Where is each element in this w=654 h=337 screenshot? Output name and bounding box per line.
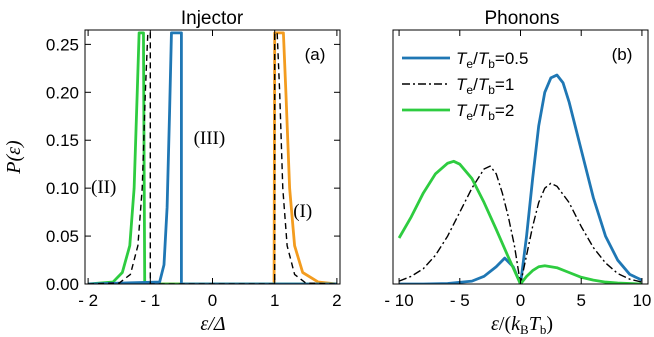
panel-b-axes: - 10 - 5 0 5 10	[384, 30, 651, 310]
xtick-label: 0	[208, 291, 217, 310]
xtick-label: - 10	[384, 291, 413, 310]
ytick-label: 0.00	[46, 275, 79, 294]
legend-label: Te/Tb=0.5	[456, 49, 528, 71]
ytick-label: 0.10	[46, 179, 79, 198]
xtick-label: - 5	[450, 291, 470, 310]
panel-phonons: Phonons (b) - 10 - 5 0 5 10 Te/Tb=0.5 Te/Tb=1…	[384, 8, 651, 337]
xtick-label: - 2	[78, 291, 98, 310]
curve-annotation: (I)	[293, 201, 312, 222]
ytick-label: 0.15	[46, 131, 79, 150]
ytick-label: 0.25	[46, 35, 79, 54]
panel-a-series-0-line	[88, 31, 338, 284]
panel-b-series-1-line	[398, 165, 643, 284]
panel-a-label: (a)	[305, 45, 326, 64]
legend-label: Te/Tb=1	[456, 75, 514, 97]
panel-a-plot-area	[88, 31, 338, 284]
panel-a-series-1-line	[88, 31, 337, 284]
ytick-label: 0.05	[46, 227, 79, 246]
panel-b-xlabel: ε/(kBTb)	[491, 313, 553, 337]
panel-a-xlabel: ε/Δ	[200, 313, 225, 335]
panel-b-legend: Te/Tb=0.5 Te/Tb=1 Te/Tb=2	[402, 49, 528, 123]
panel-a-frame	[84, 29, 341, 285]
xtick-label: - 1	[140, 291, 160, 310]
xtick-label: 1	[270, 291, 279, 310]
xtick-label: 2	[332, 291, 341, 310]
curve-annotation: (II)	[91, 177, 116, 198]
panel-a-title: Injector	[181, 8, 244, 29]
xtick-label: 10	[632, 291, 651, 310]
panel-a-series-3-line	[88, 32, 337, 284]
panel-a-series-2-line	[88, 31, 337, 284]
panel-a-axes: - 2 - 1 0 1 2 0.00 0.05 0.10 0.15 0.20 0.25 (I) (II)…	[46, 30, 342, 310]
xtick-label: 5	[576, 291, 585, 310]
panel-injector: Injector (a) - 2 - 1 0 1 2 0.00 0.05 0.10 0.15 0.…	[3, 8, 342, 335]
panel-b-series-0-line	[399, 73, 643, 284]
xtick-label: 0	[516, 291, 525, 310]
panel-a-ylabel: P(ε)	[3, 140, 25, 175]
panel-b-label: (b)	[612, 45, 633, 64]
panel-b-series-2-line	[397, 159, 642, 284]
panel-b-plot-area	[397, 73, 643, 284]
panel-b-title: Phonons	[484, 8, 559, 29]
curve-annotation: (III)	[194, 128, 226, 149]
legend-label: Te/Tb=2	[456, 101, 514, 123]
ytick-label: 0.20	[46, 83, 79, 102]
